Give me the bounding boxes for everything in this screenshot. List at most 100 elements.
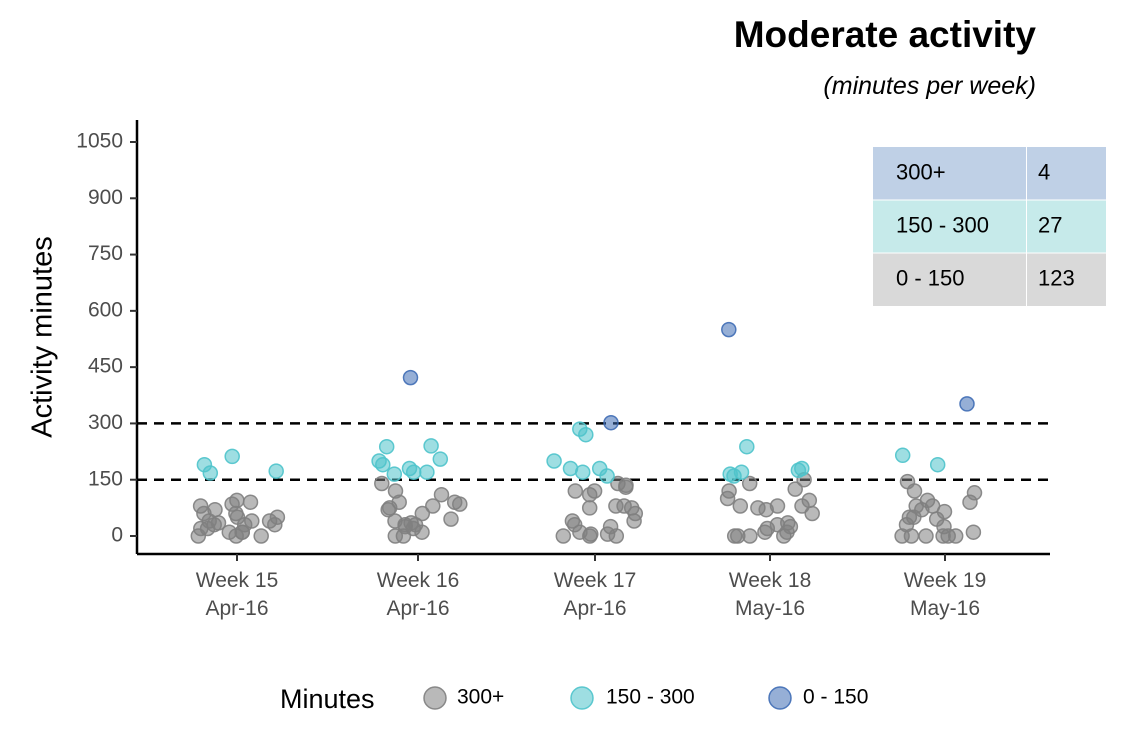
- data-point: [546, 453, 562, 469]
- legend-swatch: [423, 686, 447, 710]
- data-point: [446, 494, 463, 510]
- data-point: [582, 528, 598, 544]
- data-point: [407, 516, 424, 533]
- data-point: [433, 486, 450, 503]
- table-cell-count-bg: [1027, 147, 1106, 200]
- x-ticks: Week 15 Apr-16 Week 16 Apr-16 Week 17 Apr-16 W…: [196, 554, 987, 620]
- x-tick-label: Week 15: [196, 569, 279, 592]
- data-point: [190, 528, 207, 544]
- data-point: [228, 505, 244, 522]
- data-point: [414, 505, 431, 522]
- legend: Minutes 300+ 150 - 300 0 - 150: [280, 684, 868, 714]
- legend-label: 300+: [457, 686, 504, 709]
- data-point: [374, 475, 390, 492]
- data-point: [229, 492, 245, 509]
- table-row-label: 0 - 150: [896, 265, 965, 290]
- x-tick-label: Week 19: [904, 569, 987, 592]
- legend-swatch: [570, 686, 594, 710]
- data-points: [190, 321, 983, 544]
- y-tick-label: 900: [88, 186, 123, 209]
- data-point: [901, 509, 918, 525]
- data-point: [564, 513, 581, 529]
- legend-swatch: [768, 686, 792, 710]
- data-point: [380, 501, 396, 518]
- data-point: [425, 498, 441, 514]
- x-tick-sublabel: May-16: [735, 597, 805, 620]
- data-point: [929, 456, 946, 473]
- x-tick-label: Week 18: [729, 569, 812, 592]
- table-cell-label-bg: [873, 200, 1026, 253]
- data-point: [794, 498, 810, 514]
- table-cell-count-bg: [1027, 253, 1106, 306]
- data-point: [562, 460, 579, 477]
- y-tick-label: 600: [88, 298, 123, 321]
- data-point: [581, 500, 598, 516]
- data-point: [730, 528, 746, 544]
- data-point: [432, 451, 449, 467]
- table-cell-label-bg: [873, 253, 1026, 306]
- data-point: [608, 528, 625, 544]
- legend-label: 150 - 300: [606, 686, 695, 709]
- data-point: [790, 462, 807, 479]
- legend-title: Minutes: [280, 684, 375, 714]
- data-point: [732, 498, 749, 514]
- data-point: [918, 528, 934, 544]
- y-tick-label: 750: [88, 242, 123, 265]
- y-tick-label: 0: [111, 524, 123, 547]
- chart-title: Moderate activity: [733, 14, 1036, 55]
- data-point: [787, 481, 803, 497]
- x-tick-sublabel: Apr-16: [205, 597, 268, 620]
- data-point: [959, 396, 975, 412]
- data-point: [608, 498, 624, 514]
- data-point: [962, 494, 978, 510]
- data-point: [371, 453, 387, 469]
- data-point: [935, 528, 951, 544]
- y-tick-label: 150: [88, 467, 123, 490]
- table-row-label: 150 - 300: [896, 212, 989, 237]
- data-point: [586, 483, 603, 499]
- data-point: [726, 468, 742, 484]
- data-point: [224, 448, 240, 465]
- data-point: [387, 528, 404, 544]
- data-point: [567, 483, 584, 499]
- data-point: [903, 528, 920, 544]
- data-point: [769, 498, 786, 514]
- table-row-label: 300+: [896, 159, 946, 184]
- data-point: [578, 426, 594, 443]
- chart-subtitle: (minutes per week): [823, 72, 1036, 100]
- data-point: [269, 509, 286, 525]
- data-point: [721, 483, 737, 499]
- y-ticks: 0 150 300 450 600 750 900 1050: [76, 130, 137, 547]
- data-point: [618, 477, 634, 494]
- table-cell-label-bg: [873, 147, 1026, 200]
- data-point: [741, 475, 758, 492]
- data-point: [244, 513, 260, 529]
- data-point: [443, 511, 459, 527]
- x-tick-label: Week 17: [554, 569, 637, 592]
- table-row-count: 123: [1038, 265, 1075, 290]
- table-row-count: 27: [1038, 212, 1062, 237]
- data-point: [387, 483, 404, 499]
- data-point: [386, 466, 403, 482]
- data-point: [894, 447, 911, 464]
- data-point: [378, 438, 395, 455]
- table-cell-count-bg: [1027, 200, 1106, 253]
- data-point: [423, 438, 439, 454]
- data-point: [804, 505, 820, 522]
- data-point: [928, 511, 945, 527]
- summary-table: 300+ 4 150 - 300 27 0 - 150 123: [873, 147, 1106, 306]
- data-point: [776, 528, 792, 544]
- x-tick-sublabel: Apr-16: [386, 597, 449, 620]
- data-point: [899, 473, 916, 490]
- data-point: [739, 438, 755, 455]
- data-point: [402, 369, 419, 386]
- axes: [135, 120, 1050, 556]
- data-point: [908, 498, 924, 514]
- data-point: [268, 463, 284, 479]
- data-point: [253, 528, 269, 544]
- data-point: [965, 524, 982, 540]
- data-point: [603, 414, 619, 431]
- y-tick-label: 1050: [76, 130, 123, 153]
- data-point: [591, 460, 608, 477]
